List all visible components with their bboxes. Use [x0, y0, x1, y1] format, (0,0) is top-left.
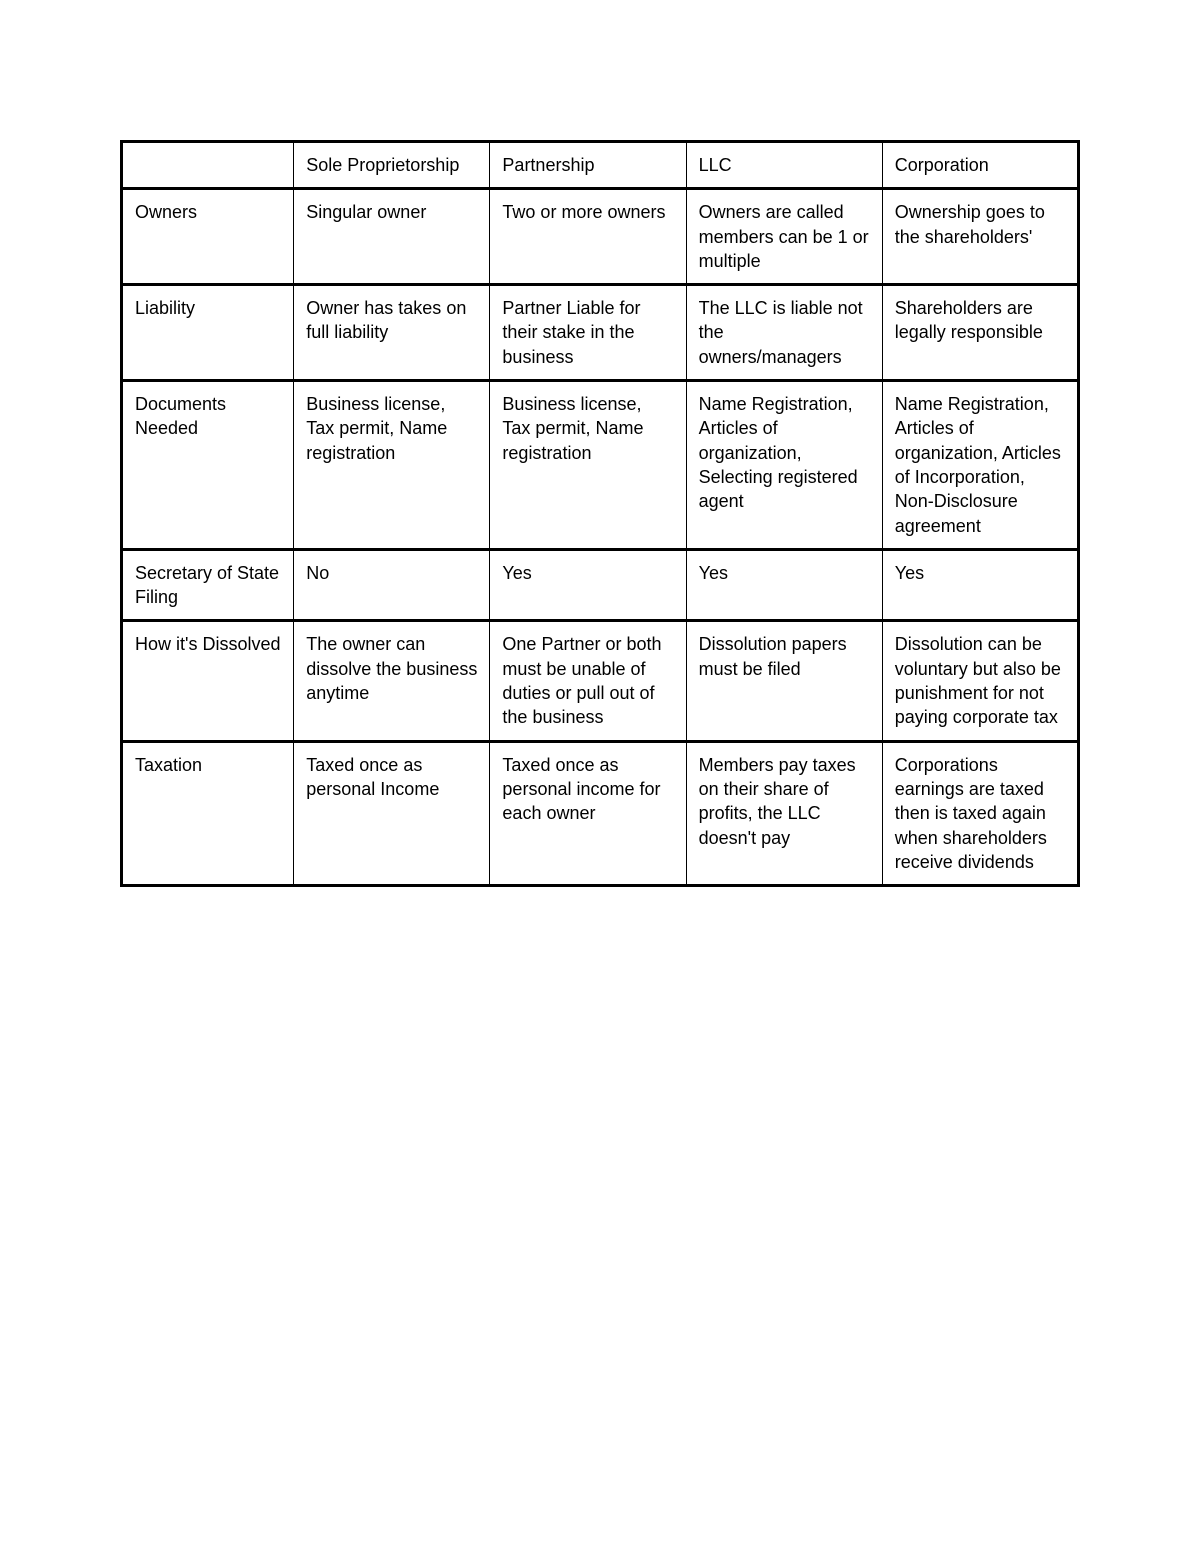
table-cell: Taxation: [122, 741, 294, 885]
table-cell: Owner has takes on full liability: [294, 285, 490, 381]
table-cell: Taxed once as personal Income: [294, 741, 490, 885]
table-row: Liability Owner has takes on full liabil…: [122, 285, 1079, 381]
table-cell: Yes: [686, 549, 882, 621]
table-cell: No: [294, 549, 490, 621]
table-row: Taxation Taxed once as personal Income T…: [122, 741, 1079, 885]
table-cell: Dissolution papers must be filed: [686, 621, 882, 741]
table-row: Secretary of State Filing No Yes Yes Yes: [122, 549, 1079, 621]
table-row: Owners Singular owner Two or more owners…: [122, 189, 1079, 285]
business-entity-comparison-table: Sole Proprietorship Partnership LLC Corp…: [120, 140, 1080, 887]
table-cell: One Partner or both must be unable of du…: [490, 621, 686, 741]
table-cell: Documents Needed: [122, 381, 294, 550]
table-cell: Dissolution can be voluntary but also be…: [882, 621, 1078, 741]
table-cell: The owner can dissolve the business anyt…: [294, 621, 490, 741]
table-cell: Business license, Tax permit, Name regis…: [294, 381, 490, 550]
table-body: Sole Proprietorship Partnership LLC Corp…: [122, 142, 1079, 886]
table-cell: Business license, Tax permit, Name regis…: [490, 381, 686, 550]
table-row: How it's Dissolved The owner can dissolv…: [122, 621, 1079, 741]
table-cell: Partner Liable for their stake in the bu…: [490, 285, 686, 381]
table-cell: Corporations earnings are taxed then is …: [882, 741, 1078, 885]
table-cell: Two or more owners: [490, 189, 686, 285]
table-cell: LLC: [686, 142, 882, 189]
table-cell: Secretary of State Filing: [122, 549, 294, 621]
table-cell: Corporation: [882, 142, 1078, 189]
table-cell: Partnership: [490, 142, 686, 189]
table-cell: The LLC is liable not the owners/manager…: [686, 285, 882, 381]
table-cell: Yes: [882, 549, 1078, 621]
table-cell: Owners: [122, 189, 294, 285]
table-cell: Ownership goes to the shareholders': [882, 189, 1078, 285]
table-cell: Taxed once as personal income for each o…: [490, 741, 686, 885]
table-row: Sole Proprietorship Partnership LLC Corp…: [122, 142, 1079, 189]
table-cell: [122, 142, 294, 189]
table-cell: Name Registration, Articles of organizat…: [882, 381, 1078, 550]
table-cell: Liability: [122, 285, 294, 381]
table-cell: Owners are called members can be 1 or mu…: [686, 189, 882, 285]
table-cell: Yes: [490, 549, 686, 621]
table-cell: Sole Proprietorship: [294, 142, 490, 189]
table-cell: Shareholders are legally responsible: [882, 285, 1078, 381]
table-cell: Members pay taxes on their share of prof…: [686, 741, 882, 885]
table-cell: How it's Dissolved: [122, 621, 294, 741]
table-cell: Name Registration, Articles of organizat…: [686, 381, 882, 550]
table-row: Documents Needed Business license, Tax p…: [122, 381, 1079, 550]
table-cell: Singular owner: [294, 189, 490, 285]
